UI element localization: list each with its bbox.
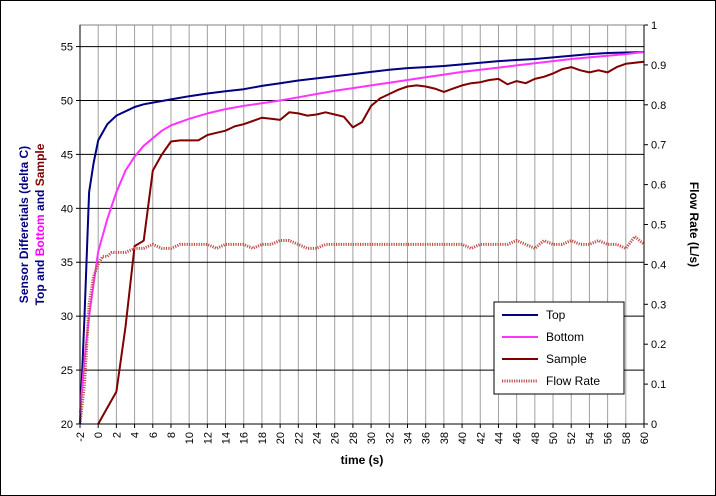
series-line-sample <box>97 60 645 425</box>
legend-label: Bottom <box>546 330 584 344</box>
y-left-tick-label: 25 <box>61 365 73 377</box>
x-tick-label: 28 <box>348 432 360 444</box>
x-tick-label: 40 <box>457 432 469 444</box>
x-tick-label: 46 <box>512 432 524 444</box>
x-tick-label: 18 <box>257 432 269 444</box>
y-left-axis-title-line1: Sensor Differetials (delta C) <box>17 146 31 303</box>
y-right-tick-label: 0.9 <box>651 60 666 72</box>
x-tick-label: 44 <box>493 432 505 444</box>
y-right-tick-label: 0.7 <box>651 140 666 152</box>
y-right-tick-label: 0.4 <box>651 259 666 271</box>
y-left-title-part: and <box>33 256 47 284</box>
x-tick-label: 38 <box>439 432 451 444</box>
x-tick-label: 34 <box>402 432 414 444</box>
x-tick-label: 54 <box>584 432 596 444</box>
y-right-tick-label: 0.6 <box>651 180 666 192</box>
x-tick-label: 22 <box>293 432 305 444</box>
x-tick-label: 20 <box>275 432 287 444</box>
x-tick-label: 32 <box>384 432 396 444</box>
y-right-tick-label: 0.5 <box>651 220 666 232</box>
y-right-tick-label: 0.8 <box>651 100 666 112</box>
x-tick-label: 58 <box>621 432 633 444</box>
y-right-axis-title: Flow Rate (L/s) <box>687 182 701 267</box>
y-left-tick-label: 50 <box>61 95 73 107</box>
y-right-tick-label: 0.2 <box>651 339 666 351</box>
legend-box <box>493 301 625 395</box>
y-left-tick-label: 20 <box>61 419 73 431</box>
y-right-tick-label: 1 <box>651 20 657 32</box>
x-tick-label: 2 <box>111 432 123 438</box>
y-left-tick-label: 55 <box>61 42 73 54</box>
y-left-axis-title-line2: Top and Bottom and Sample <box>33 143 47 305</box>
x-tick-label: 0 <box>93 432 105 438</box>
legend-label: Flow Rate <box>546 374 600 388</box>
series-line-top <box>79 51 645 425</box>
series-layer <box>78 51 645 425</box>
legend-label: Top <box>546 308 566 322</box>
x-tick-label: 36 <box>421 432 433 444</box>
axis-titles: time (s)Sensor Differetials (delta C) Top… <box>17 143 701 467</box>
y-right-tick-label: 0 <box>651 419 657 431</box>
x-tick-label: 26 <box>330 432 342 444</box>
legend-label: Sample <box>546 352 587 366</box>
x-tick-label: 8 <box>166 432 178 438</box>
x-tick-label: 24 <box>312 432 324 444</box>
y-left-title-part: Bottom <box>33 214 47 256</box>
y-left-tick-label: 40 <box>61 203 73 215</box>
x-axis-title: time (s) <box>341 453 384 467</box>
x-tick-label: 14 <box>221 432 233 444</box>
y-right-tick-label: 0.3 <box>651 299 666 311</box>
y-left-title-part: Top <box>33 284 47 305</box>
axes <box>76 24 648 428</box>
series-line-flow-rate <box>78 235 645 425</box>
legend: Top Bottom Sample Flow Rate <box>493 301 625 395</box>
y-left-tick-label: 45 <box>61 149 73 161</box>
y-left-title-part: Sample <box>33 143 47 186</box>
x-tick-label: 52 <box>566 432 578 444</box>
y-left-tick-label: 30 <box>61 311 73 323</box>
x-tick-label: 30 <box>366 432 378 444</box>
x-tick-label: 16 <box>239 432 251 444</box>
x-tick-label: 10 <box>184 432 196 444</box>
tick-labels: -2 0 2 4 6 8 10 12 14 16 18 20 22 24 26 28 30 32 34 36 38 40 4… <box>61 20 667 444</box>
y-right-tick-label: 0.1 <box>651 379 666 391</box>
y-left-title-part: and <box>33 186 47 214</box>
x-tick-label: -2 <box>75 432 87 442</box>
series-line-bottom <box>79 51 645 414</box>
x-tick-label: 50 <box>548 432 560 444</box>
x-tick-label: 60 <box>639 432 651 444</box>
x-tick-label: 42 <box>475 432 487 444</box>
y-left-tick-label: 35 <box>61 257 73 269</box>
x-tick-label: 4 <box>130 432 142 438</box>
x-tick-label: 56 <box>603 432 615 444</box>
x-tick-label: 6 <box>148 432 160 438</box>
x-tick-label: 48 <box>530 432 542 444</box>
x-tick-label: 12 <box>202 432 214 444</box>
